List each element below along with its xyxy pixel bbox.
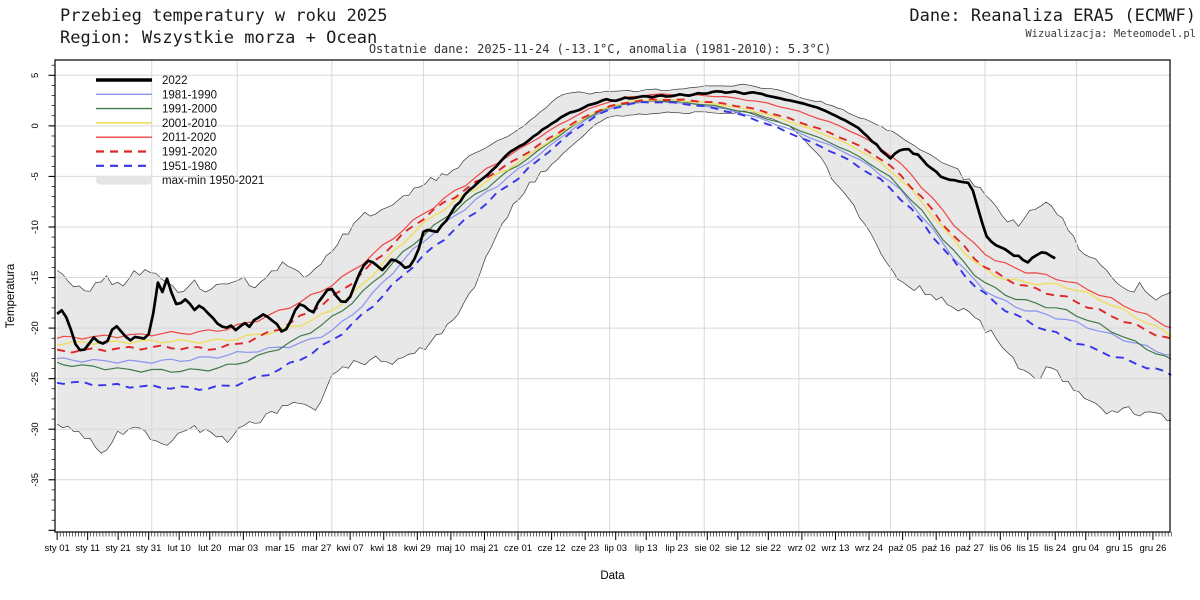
x-tick-label: cze 01 [504, 543, 532, 554]
legend-item-1991-2020: 1991-2020 [96, 147, 217, 159]
legend-label: 2001-2010 [162, 118, 217, 130]
x-tick-label: kwi 07 [337, 543, 364, 554]
x-tick-label: mar 27 [302, 543, 332, 554]
gridlines [55, 60, 1170, 532]
legend-label: 1991-2000 [162, 104, 217, 116]
x-tick-label: gru 04 [1072, 543, 1099, 554]
x-tick-label: mar 03 [229, 543, 259, 554]
region-subtitle: Region: Wszystkie morza + Ocean [60, 28, 378, 48]
legend-band-swatch [96, 175, 152, 185]
visualization-credit: Wizualizacja: Meteomodel.pl [1025, 28, 1196, 40]
x-axis-title: Data [600, 570, 625, 582]
y-tick-label: -10 [30, 220, 41, 234]
data-source-label: Dane: Reanaliza ERA5 (ECMWF) [909, 6, 1196, 26]
x-tick-label: kwi 18 [370, 543, 397, 554]
y-tick-label: 0 [30, 123, 41, 128]
x-tick-label: sty 31 [136, 543, 161, 554]
legend-item-2011-2020: 2011-2020 [96, 132, 216, 144]
x-tick-label: cze 23 [571, 543, 599, 554]
series-line-current-year [56, 89, 1056, 352]
x-tick-label: maj 10 [437, 543, 466, 554]
legend-item-1951-1980: 1951-1980 [96, 161, 217, 173]
x-tick-label: lis 15 [1017, 543, 1039, 554]
x-tick-label: lip 13 [635, 543, 658, 554]
page-title: Przebieg temperatury w roku 2025 [60, 6, 388, 26]
y-tick-label: -25 [30, 372, 41, 386]
legend-item-2001-2010: 2001-2010 [96, 118, 217, 130]
x-tick-label: lip 03 [604, 543, 627, 554]
band-fill [57, 84, 1172, 454]
x-tick-label: sie 02 [695, 543, 720, 554]
x-tick-label: mar 15 [265, 543, 295, 554]
y-tick-label: -30 [30, 422, 41, 436]
x-tick-label: gru 15 [1106, 543, 1133, 554]
x-tick-label: paź 05 [888, 543, 917, 554]
x-tick-label: kwi 29 [404, 543, 431, 554]
series-line-1951-1980 [56, 101, 1172, 391]
x-tick-label: paź 27 [956, 543, 985, 554]
x-tick-label: gru 26 [1139, 543, 1166, 554]
legend-label: 2011-2020 [162, 132, 216, 144]
x-tick-label: sty 21 [106, 543, 131, 554]
max-min-band [56, 83, 1172, 454]
x-tick-label: lis 06 [989, 543, 1011, 554]
x-tick-label: lut 10 [168, 543, 191, 554]
legend-item-1991-2000: 1991-2000 [96, 104, 217, 116]
series-line-1981-1990 [57, 100, 1172, 364]
y-tick-label: -5 [30, 172, 41, 180]
x-tick-label: sie 22 [756, 543, 781, 554]
x-tick-label: sie 12 [725, 543, 750, 554]
y-tick-label: -20 [30, 321, 41, 335]
y-tick-label: -35 [30, 473, 41, 487]
y-tick-label: 5 [30, 73, 41, 78]
y-axis-title: Temperatura [5, 263, 17, 328]
band-lower-edge [56, 110, 1172, 454]
series-line-1991-2020 [56, 98, 1172, 354]
legend-label: 1991-2020 [162, 147, 217, 159]
x-tick-label: sty 01 [44, 543, 69, 554]
x-tick-label: lis 24 [1044, 543, 1066, 554]
series-line-2011-2020 [56, 93, 1172, 340]
legend-item-2022: 2022 [96, 75, 188, 87]
legend-label: 1951-1980 [162, 161, 217, 173]
legend-label: 1981-1990 [162, 89, 217, 101]
x-tick-label: sty 11 [75, 543, 100, 554]
legend-label: 2022 [162, 75, 188, 87]
x-tick-label: wrz 13 [820, 543, 849, 554]
x-tick-label: paź 16 [922, 543, 951, 554]
x-tick-label: cze 12 [538, 543, 566, 554]
x-tick-label: lut 20 [198, 543, 221, 554]
latest-data-note: Ostatnie dane: 2025-11-24 (-13.1°C, anom… [368, 42, 832, 56]
x-tick-label: maj 21 [470, 543, 499, 554]
x-tick-label: lip 23 [665, 543, 688, 554]
legend-label: max-min 1950-2021 [162, 175, 264, 187]
legend: 2022 1981-1990 1991-2000 2001-2010 2011-2020… [96, 75, 264, 187]
x-tick-label: wrz 02 [787, 543, 816, 554]
y-tick-label: -15 [30, 271, 41, 285]
legend-item-1981-1990: 1981-1990 [96, 89, 217, 101]
x-tick-label: wrz 24 [854, 543, 883, 554]
legend-item-max-min-1950-2021: max-min 1950-2021 [96, 175, 264, 187]
axes: 5 0 -5 -10 -15 -20 -25 -30 -35 sty 01 sty 11 sty 21… [5, 64, 1172, 582]
